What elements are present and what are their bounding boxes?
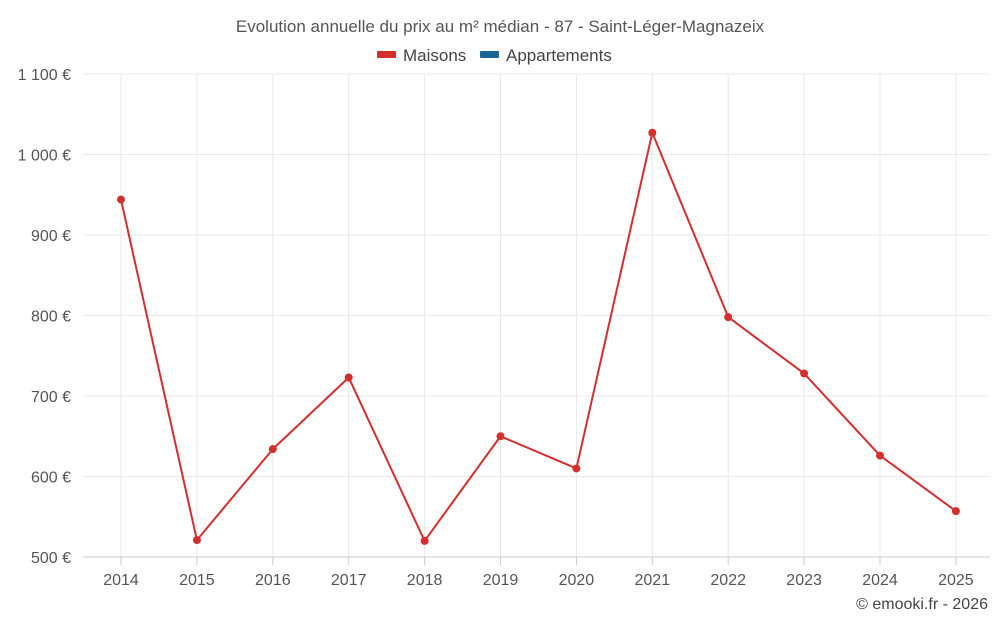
x-tick-label: 2015 — [179, 572, 215, 589]
legend-swatch-appartements — [480, 51, 499, 58]
data-point[interactable] — [496, 432, 505, 441]
legend-label-maisons: Maisons — [403, 46, 466, 65]
gridlines — [83, 73, 990, 558]
legend: Maisons Appartements — [377, 46, 612, 65]
x-tick-label: 2022 — [710, 572, 746, 589]
data-point[interactable] — [420, 536, 429, 545]
data-point[interactable] — [951, 507, 960, 516]
data-point[interactable] — [117, 195, 125, 204]
data-point[interactable] — [876, 451, 884, 460]
y-tick-label: 500 € — [31, 550, 71, 567]
series-maisons — [117, 128, 960, 545]
y-tick-label: 800 € — [31, 309, 71, 326]
x-tick-label: 2021 — [635, 572, 671, 589]
data-point[interactable] — [268, 445, 277, 454]
legend-swatch-maisons — [377, 51, 396, 58]
x-tick-label: 2023 — [786, 572, 822, 589]
x-tick-label: 2018 — [407, 572, 443, 589]
x-tick-label: 2019 — [483, 572, 519, 589]
legend-label-appartements: Appartements — [506, 46, 612, 65]
x-tick-label: 2017 — [331, 572, 367, 589]
x-tick-label: 2020 — [559, 572, 595, 589]
y-tick-label: 700 € — [31, 389, 71, 406]
legend-item-maisons[interactable]: Maisons — [377, 46, 466, 65]
y-tick-label: 1 100 € — [18, 67, 71, 84]
data-point[interactable] — [192, 536, 201, 545]
data-point[interactable] — [572, 464, 581, 473]
data-point[interactable] — [800, 369, 809, 378]
chart-title: Evolution annuelle du prix au m² médian … — [236, 17, 765, 36]
y-tick-label: 900 € — [31, 228, 71, 245]
x-tick-label: 2016 — [255, 572, 291, 589]
data-point[interactable] — [648, 128, 657, 137]
axes: 500 € 600 € 700 € 800 € 900 € 1 000 € 1 100 € 2… — [18, 67, 990, 589]
y-tick-label: 1 000 € — [18, 148, 71, 165]
y-tick-label: 600 € — [31, 470, 71, 487]
credit-text: © emooki.fr - 2026 — [856, 596, 988, 613]
data-point[interactable] — [724, 313, 733, 322]
series-line-maisons — [120, 131, 957, 542]
x-tick-label: 2025 — [938, 572, 974, 589]
data-point[interactable] — [344, 373, 353, 382]
legend-item-appartements[interactable]: Appartements — [480, 46, 612, 65]
x-tick-label: 2014 — [103, 572, 139, 589]
x-tick-label: 2024 — [862, 572, 898, 589]
